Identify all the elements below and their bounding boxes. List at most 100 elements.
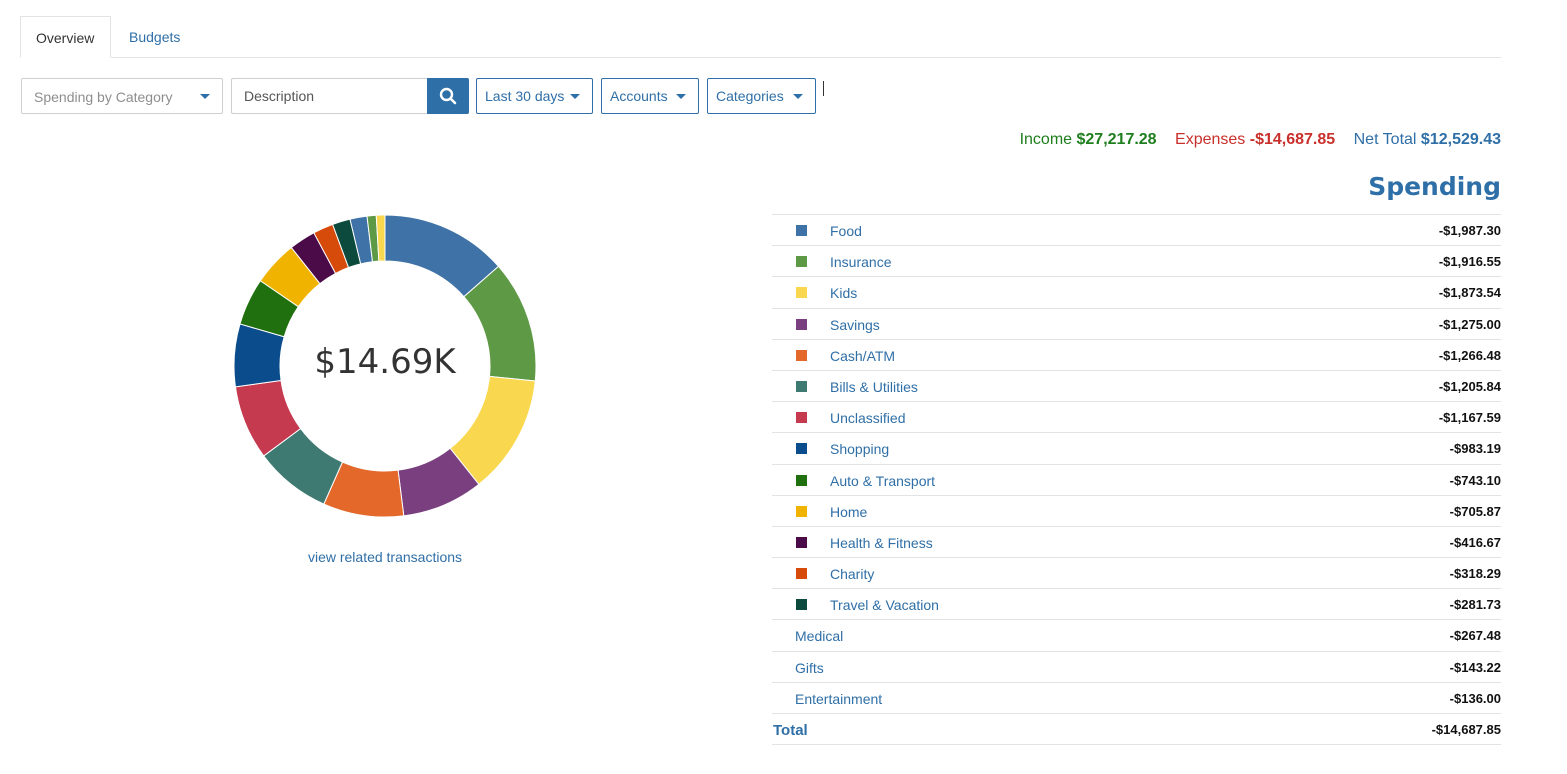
search-icon — [439, 87, 457, 105]
category-label[interactable]: Savings — [830, 316, 880, 333]
category-amount: -$318.29 — [1449, 566, 1501, 582]
category-amount: -$267.48 — [1449, 628, 1501, 644]
categories-dropdown[interactable]: Categories — [707, 78, 816, 114]
category-label[interactable]: Health & Fitness — [830, 534, 933, 551]
category-amount: -$136.00 — [1449, 690, 1501, 706]
category-label[interactable]: Shopping — [830, 441, 890, 458]
tab-overview[interactable]: Overview — [20, 16, 111, 58]
categories-label: Categories — [716, 88, 784, 104]
totals-summary: Income $27,217.28 Expenses -$14,687.85 N… — [1020, 131, 1501, 149]
category-swatch — [796, 474, 807, 486]
category-row[interactable]: Charity -$318.29 — [772, 558, 1501, 590]
category-label[interactable]: Home — [830, 503, 868, 520]
category-label[interactable]: Gifts — [795, 659, 824, 676]
income-summary: Income $27,217.28 — [1020, 131, 1157, 149]
category-amount: -$743.10 — [1449, 472, 1501, 488]
net-total-value: $12,529.43 — [1420, 131, 1501, 148]
expenses-value: -$14,687.85 — [1249, 131, 1336, 148]
category-amount: -$1,916.55 — [1438, 254, 1501, 270]
category-row[interactable]: Medical -$267.48 — [772, 620, 1501, 652]
expenses-label: Expenses — [1175, 131, 1246, 148]
category-label[interactable]: Medical — [795, 628, 844, 645]
net-total-label: Net Total — [1353, 131, 1417, 148]
category-amount: -$1,275.00 — [1438, 316, 1501, 332]
category-swatch — [796, 380, 807, 392]
tab-budgets[interactable]: Budgets — [129, 29, 181, 45]
category-swatch — [796, 287, 807, 299]
category-row[interactable]: Auto & Transport -$743.10 — [772, 465, 1501, 496]
category-label[interactable]: Unclassified — [830, 410, 906, 427]
income-value: $27,217.28 — [1076, 131, 1157, 148]
category-row[interactable]: Health & Fitness -$416.67 — [772, 527, 1501, 559]
accounts-label: Accounts — [610, 88, 668, 104]
category-amount: -$1,987.30 — [1438, 223, 1501, 238]
category-amount: -$1,205.84 — [1438, 378, 1501, 394]
category-swatch — [796, 225, 807, 236]
chevron-down-icon — [793, 94, 803, 99]
category-amount: -$983.19 — [1449, 441, 1501, 457]
spending-table: Food -$1,987.30 Insurance -$1,916.55 Kids -$1… — [772, 214, 1501, 746]
spending-donut-chart: $14.69K — [233, 214, 537, 518]
search-button[interactable] — [427, 78, 469, 114]
category-label[interactable]: Food — [830, 223, 862, 239]
category-amount: -$281.73 — [1449, 597, 1501, 613]
chevron-down-icon — [570, 94, 580, 99]
category-row[interactable]: Savings -$1,275.00 — [772, 309, 1501, 340]
category-amount: -$1,873.54 — [1438, 285, 1501, 301]
search-input[interactable] — [231, 78, 427, 114]
category-row[interactable]: Unclassified -$1,167.59 — [772, 402, 1501, 434]
category-swatch — [796, 349, 807, 361]
category-swatch — [796, 568, 807, 580]
category-swatch — [796, 318, 807, 330]
category-row[interactable]: Insurance -$1,916.55 — [772, 246, 1501, 278]
category-label[interactable]: Cash/ATM — [830, 347, 896, 364]
category-amount: -$416.67 — [1449, 534, 1501, 550]
donut-svg — [233, 214, 537, 518]
category-amount: -$1,167.59 — [1438, 410, 1501, 426]
category-label[interactable]: Insurance — [830, 254, 892, 271]
donut-slice[interactable] — [375, 214, 386, 262]
category-label[interactable]: Charity — [830, 566, 875, 583]
donut-center-total: $14.69K — [314, 342, 456, 382]
category-label[interactable]: Entertainment — [795, 690, 883, 707]
category-label[interactable]: Bills & Utilities — [830, 378, 918, 395]
category-amount: -$1,266.48 — [1438, 347, 1501, 363]
total-amount: -$14,687.85 — [1431, 722, 1501, 737]
expenses-summary: Expenses -$14,687.85 — [1175, 131, 1335, 149]
category-row[interactable]: Food -$1,987.30 — [772, 215, 1501, 247]
chevron-down-icon — [200, 94, 210, 99]
category-row[interactable]: Bills & Utilities -$1,205.84 — [772, 371, 1501, 403]
category-row[interactable]: Gifts -$143.22 — [772, 652, 1501, 683]
category-row[interactable]: Travel & Vacation -$281.73 — [772, 589, 1501, 621]
category-swatch — [796, 599, 807, 611]
category-label[interactable]: Auto & Transport — [830, 472, 936, 489]
total-label: Total — [773, 722, 808, 739]
category-row[interactable]: Shopping -$983.19 — [772, 433, 1501, 465]
date-range-dropdown[interactable]: Last 30 days — [476, 78, 593, 114]
category-row[interactable]: Entertainment -$136.00 — [772, 683, 1501, 714]
report-type-value: Spending by Category — [34, 89, 173, 105]
text-cursor — [823, 81, 824, 96]
net-total-summary: Net Total $12,529.43 — [1354, 131, 1501, 149]
view-related-transactions-link[interactable]: view related transactions — [307, 549, 463, 565]
category-row[interactable]: Cash/ATM -$1,266.48 — [772, 340, 1501, 371]
category-amount: -$143.22 — [1449, 659, 1501, 675]
category-swatch — [796, 505, 807, 517]
category-swatch — [796, 536, 807, 548]
report-type-select[interactable]: Spending by Category — [21, 78, 223, 114]
chevron-down-icon — [676, 94, 686, 99]
tab-bar: Overview Budgets — [20, 16, 1501, 58]
category-row[interactable]: Home -$705.87 — [772, 496, 1501, 527]
category-swatch — [796, 412, 807, 424]
category-swatch — [796, 256, 807, 268]
spending-title: Spending — [1368, 172, 1501, 201]
category-label[interactable]: Kids — [830, 285, 858, 302]
category-swatch — [796, 443, 807, 455]
total-row: Total -$14,687.85 — [772, 714, 1501, 746]
category-amount: -$705.87 — [1449, 503, 1501, 519]
category-row[interactable]: Kids -$1,873.54 — [772, 277, 1501, 309]
accounts-dropdown[interactable]: Accounts — [601, 78, 699, 114]
income-label: Income — [1019, 131, 1073, 148]
category-label[interactable]: Travel & Vacation — [830, 597, 939, 614]
date-range-label: Last 30 days — [485, 88, 565, 104]
